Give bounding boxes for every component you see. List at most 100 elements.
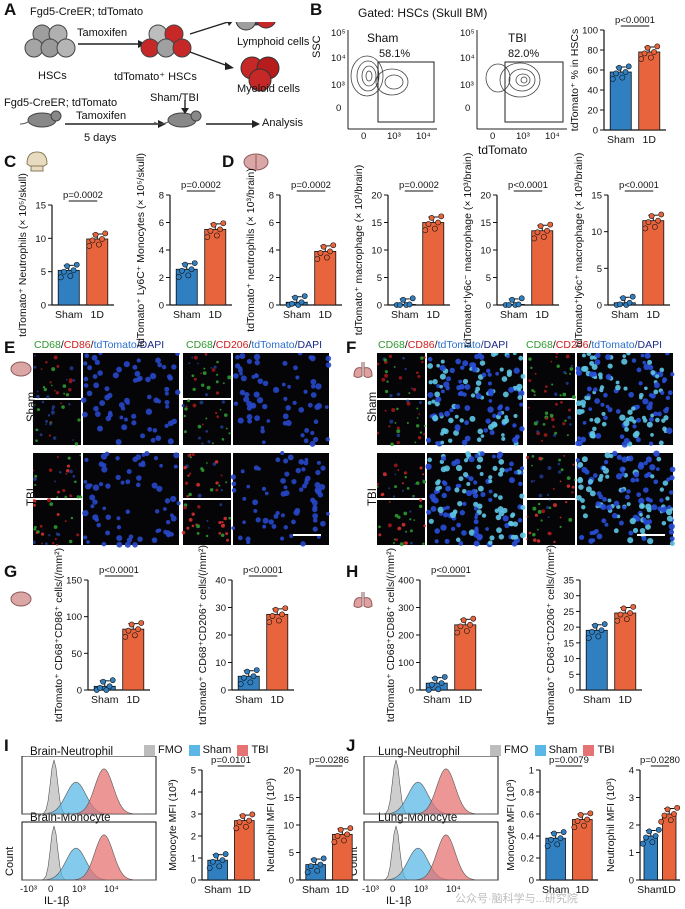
chart-I1: 0 1 2 3 4 5 Sham 1D p=0.0101 Monocyte MFI (10³) [167,755,260,896]
data-point [289,300,295,307]
cell-dot [74,480,77,484]
cell-dot [246,413,253,420]
cell-dot [430,506,437,512]
e-stain2: CD68/CD206/tdTomato/DAPI [186,339,323,351]
cell-dot [616,454,622,460]
data-point [664,806,671,813]
cell-dot [605,404,610,409]
data-point [138,620,145,626]
cell-dot [438,412,444,417]
cell-dot [477,428,484,435]
data-point [128,621,135,628]
tbi-histogram [22,768,156,815]
y-tick-label: 1 [191,854,196,865]
cell-dot [310,392,317,398]
cell-dot [668,529,675,535]
cell-dot [457,501,463,507]
cell-dot [156,485,163,492]
cell-dot [489,430,495,436]
data-point [131,632,138,639]
cell-dot [378,525,381,529]
cell-dot [462,378,469,385]
cell-dot [193,355,198,360]
cell-dot [559,516,562,519]
cell-dot [273,386,280,394]
cell-dot [289,533,294,539]
cell-dot [512,423,517,428]
cell-dot [439,373,446,380]
cell-dot [454,414,459,419]
cell-dot [476,437,482,443]
category-label: Sham [235,694,263,706]
data-point [275,617,282,624]
cell-dot [499,467,505,473]
cell-dot [79,495,83,499]
cell-dot [119,415,124,420]
data-point [560,829,567,835]
data-point [269,613,276,619]
cell-dot [441,492,447,499]
cell-dot [635,437,641,443]
cell-dot [192,403,197,408]
data-point [540,234,547,240]
cell-dot [68,539,73,544]
chart-I2: 0 5 10 15 20 Sham 1D p=0.0286 Neutrophil MFI (10… [265,755,358,896]
cell-dot [162,507,167,511]
cell-dot [474,526,479,531]
data-point [246,817,253,824]
cell-dot [86,390,93,397]
y-tick-label: 20 [480,191,491,202]
cell-dot [501,436,506,441]
b-sham: Sham [367,31,399,45]
i-xtick: 0 [48,884,54,895]
cell-dot [320,465,326,471]
data-point [282,605,289,612]
y-tick-label: 150 [66,576,82,587]
cell-dot [115,474,121,481]
cell-dot [105,530,111,536]
cell-dot [512,521,519,527]
cell-dot [562,422,566,426]
y-tick-label: 5 [486,273,491,284]
cell-dot [440,427,447,435]
cell-dot [211,442,214,445]
cell-dot [457,483,462,488]
data-point [438,213,445,220]
cell-dot [575,440,581,446]
data-point [67,273,74,279]
y-tick-label: 20 [563,623,574,634]
cell-dot [665,496,670,501]
cell-dot [185,405,188,408]
cell-dot [639,527,646,534]
cell-dot [102,506,107,511]
cell-dot [145,408,153,415]
cell-dot [202,371,207,376]
cell-dot [48,468,53,472]
p-value: p<0.0001 [99,565,139,576]
data-point [330,242,337,249]
cell-dot [376,362,380,366]
cell-dot [188,362,191,365]
cell-dot [376,431,380,435]
cell-dot [487,381,492,386]
data-point [220,220,227,227]
cell-dot [401,489,404,492]
cell-dot [309,440,316,447]
cell-dot [53,480,56,483]
cell-dot [282,413,289,420]
cell-dot [531,455,535,458]
y-tick-label: 0 [629,876,634,887]
cell-dot [239,389,246,396]
cell-dot [530,366,533,370]
data-point [598,627,605,634]
cell-dot [670,372,675,377]
cell-dot [575,458,580,463]
data-point [644,44,651,51]
data-point [515,301,522,308]
y-tick-label: 8 [269,191,274,202]
cell-dot [131,420,137,426]
cell-dot [437,506,444,514]
cell-dot [645,523,651,530]
cell-dot [494,508,500,514]
cell-dot [581,505,586,510]
